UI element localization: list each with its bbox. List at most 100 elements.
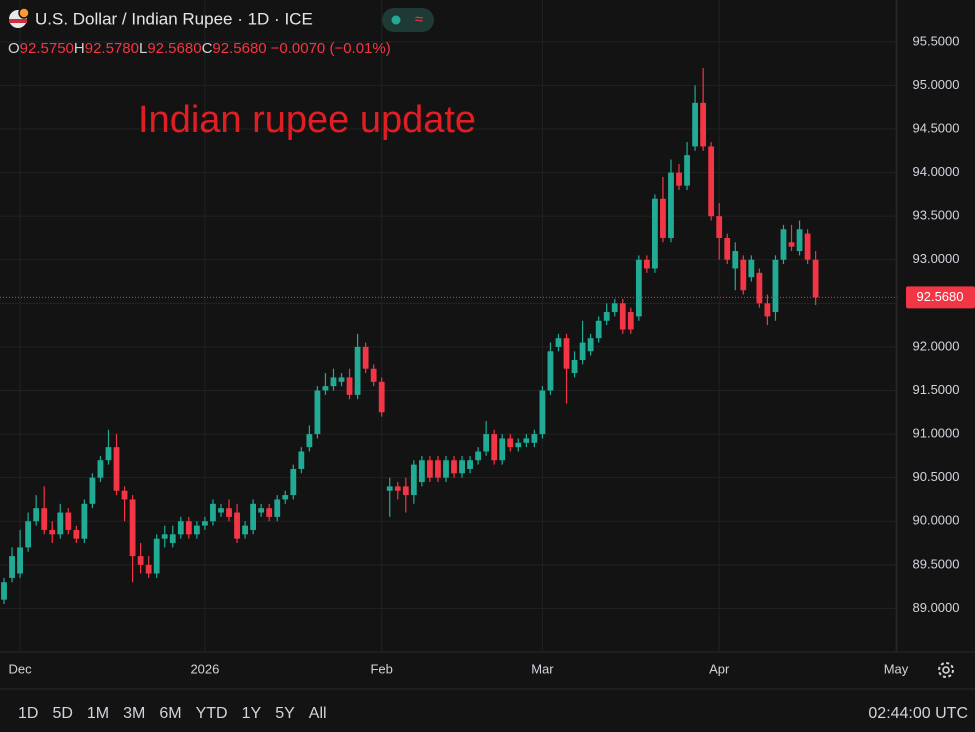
candle-body — [105, 447, 112, 461]
y-tick-label: 90.5000 — [913, 469, 960, 484]
settings-button[interactable] — [938, 662, 954, 678]
candle-body — [724, 237, 731, 260]
candle-body — [266, 508, 273, 517]
candle-body — [515, 442, 522, 448]
candle-body — [764, 303, 771, 317]
candle-body — [282, 495, 289, 500]
candle-body — [314, 390, 321, 435]
candle-body — [73, 529, 80, 539]
ohlc-value: 92.5680 — [212, 40, 266, 57]
candle-body — [354, 346, 361, 395]
candle-body — [274, 499, 281, 517]
candle-body — [394, 486, 401, 491]
candle-body — [418, 460, 425, 483]
candle-body — [483, 434, 490, 452]
candle-body — [410, 464, 417, 496]
candle-body — [467, 460, 473, 469]
y-tick-label: 89.5000 — [913, 556, 960, 571]
ohlc-value: 92.5780 — [85, 40, 139, 57]
candle-body — [1, 582, 7, 600]
last-price-tag — [906, 286, 975, 309]
candle-body — [210, 503, 216, 522]
candle-body — [202, 521, 208, 526]
range-button[interactable]: 3M — [123, 705, 145, 722]
candle-body — [9, 556, 15, 578]
candle-body — [427, 460, 433, 478]
x-tick-label: Mar — [531, 661, 554, 676]
range-button[interactable]: All — [309, 705, 327, 722]
ohlc-value: 92.5680 — [147, 40, 201, 57]
range-button[interactable]: 6M — [159, 705, 181, 722]
candle-body — [298, 451, 305, 469]
candle-body — [113, 447, 120, 491]
candle-body — [692, 102, 698, 147]
candle-body — [33, 508, 40, 522]
ohlc-key: H — [74, 40, 85, 57]
candle-body — [89, 477, 96, 504]
y-tick-label: 89.0000 — [913, 600, 960, 615]
candle-body — [732, 251, 739, 269]
candle-body — [258, 508, 265, 513]
candle-body — [330, 377, 337, 387]
candle-body — [716, 216, 723, 238]
candle-body — [81, 503, 88, 539]
candle-body — [627, 312, 634, 330]
ohlc-change: −0.0070 (−0.01%) — [271, 40, 391, 57]
candle-body — [756, 272, 763, 304]
candle-body — [619, 303, 626, 330]
grid — [0, 0, 897, 652]
candle-body — [643, 259, 650, 269]
candle-body — [475, 451, 482, 461]
candle-body — [177, 521, 184, 535]
y-tick-label: 93.5000 — [913, 208, 960, 223]
x-tick-label: Dec — [9, 661, 33, 676]
range-button[interactable]: 1D — [18, 705, 38, 722]
y-tick-label: 94.0000 — [913, 164, 960, 179]
candle-body — [635, 259, 642, 317]
x-tick-label: Apr — [709, 661, 730, 676]
axes: 89.0000 89.5000 90.0000 90.5000 91.0000 91.50… — [9, 33, 975, 676]
ohlc-key: L — [139, 40, 147, 57]
ohlc-line: O92.5750H92.5780L92.5680C92.5680 −0.0070 … — [8, 40, 391, 57]
candle-body — [242, 525, 248, 535]
candle-body — [788, 242, 795, 247]
candle-body — [386, 486, 393, 491]
y-tick-label: 91.5000 — [913, 382, 960, 397]
toolbar: 1D 5D 1M 3M 6M YTD 1Y 5Y All — [18, 705, 327, 722]
candle-body — [161, 534, 168, 539]
range-button[interactable]: 1M — [87, 705, 109, 722]
candle-body — [137, 556, 144, 565]
candle-body — [668, 172, 674, 238]
y-tick-label: 93.0000 — [913, 251, 960, 266]
candle-body — [676, 172, 682, 186]
last-price-label: 92.5680 — [917, 289, 964, 304]
candle-body — [97, 460, 104, 478]
candle-body — [555, 338, 562, 347]
ohlc-key: C — [202, 40, 213, 57]
candle-body — [121, 490, 128, 500]
candle-body — [523, 438, 530, 443]
candle-body — [218, 508, 224, 513]
symbol-title: U.S. Dollar / Indian Rupee · 1D · ICE — [35, 9, 313, 28]
candle-body — [579, 342, 586, 360]
candle-body — [129, 499, 136, 557]
candle-body — [49, 529, 56, 535]
range-button[interactable]: 5D — [52, 705, 72, 722]
candle-body — [322, 386, 329, 391]
candle-body — [185, 521, 192, 535]
ohlc-value: 92.5750 — [20, 40, 74, 57]
candle-body — [226, 508, 232, 517]
candle-body — [491, 434, 498, 461]
candle-body — [378, 381, 385, 413]
candle-body — [531, 434, 538, 443]
clock: 02:44:00 UTC — [868, 705, 968, 722]
candle-body — [443, 460, 449, 478]
range-button[interactable]: 1Y — [242, 705, 262, 722]
svg-text:≈: ≈ — [415, 11, 423, 28]
annotation: Indian rupee update — [138, 99, 476, 141]
candle-body — [402, 486, 409, 496]
range-button[interactable]: 5Y — [275, 705, 295, 722]
range-button[interactable]: YTD — [196, 705, 228, 722]
status-pill[interactable]: ≈ — [382, 8, 434, 32]
